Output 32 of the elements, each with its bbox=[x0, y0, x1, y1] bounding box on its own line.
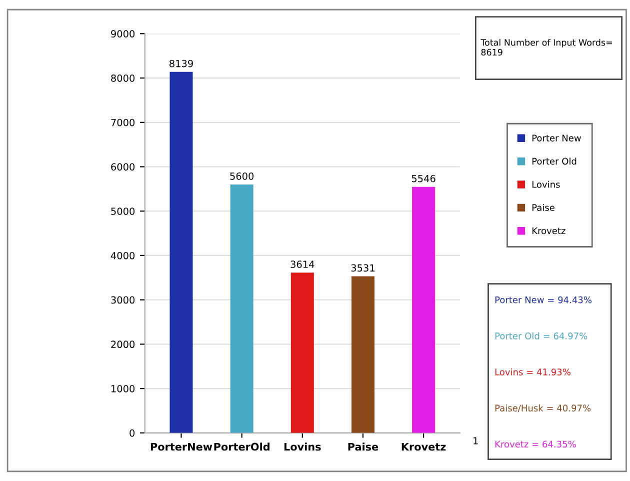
data-label: 5546 bbox=[412, 174, 436, 182]
legend-label: Porter New bbox=[532, 134, 581, 142]
text: Porter New = 94.43% bbox=[495, 296, 592, 304]
y-tick-label: 1000 bbox=[112, 385, 135, 392]
data-label: 5600 bbox=[230, 172, 254, 180]
data-label: 3614 bbox=[290, 260, 314, 268]
text: Porter Old = 64.97% bbox=[495, 332, 588, 340]
text: Krovetz = 64.35% bbox=[495, 440, 576, 448]
legend-label: Paise bbox=[532, 204, 554, 211]
y-tick-label: 8000 bbox=[111, 74, 135, 82]
text: 1 bbox=[474, 437, 478, 444]
y-tick-label: 5000 bbox=[111, 208, 135, 215]
legend-label: Lovins bbox=[532, 180, 560, 188]
y-tick-label: 3000 bbox=[111, 296, 135, 304]
y-tick-label: 7000 bbox=[111, 118, 135, 126]
x-tick-label: Krovetz bbox=[402, 442, 446, 451]
data-label: 3531 bbox=[351, 264, 374, 272]
text: Lovins = 41.93% bbox=[495, 368, 570, 376]
y-tick-label: 4000 bbox=[110, 252, 135, 260]
data-label: 8139 bbox=[170, 60, 193, 68]
x-tick-label: Lovins bbox=[284, 442, 321, 451]
y-tick-label: 9000 bbox=[111, 30, 135, 38]
x-tick-label: PorterNew bbox=[150, 442, 212, 451]
legend-label: Porter Old bbox=[532, 158, 576, 165]
text: Total Number of Input Words= 8619 bbox=[480, 38, 612, 56]
y-tick-label: 2000 bbox=[111, 340, 135, 348]
y-tick-label: 6000 bbox=[111, 163, 135, 171]
legend-label: Krovetz bbox=[532, 227, 566, 234]
x-tick-label: PorterOld bbox=[214, 442, 270, 451]
text: Paise/Husk = 40.97% bbox=[495, 404, 591, 412]
x-tick-label: Paise bbox=[348, 442, 378, 451]
y-tick-label: 0 bbox=[130, 429, 135, 437]
